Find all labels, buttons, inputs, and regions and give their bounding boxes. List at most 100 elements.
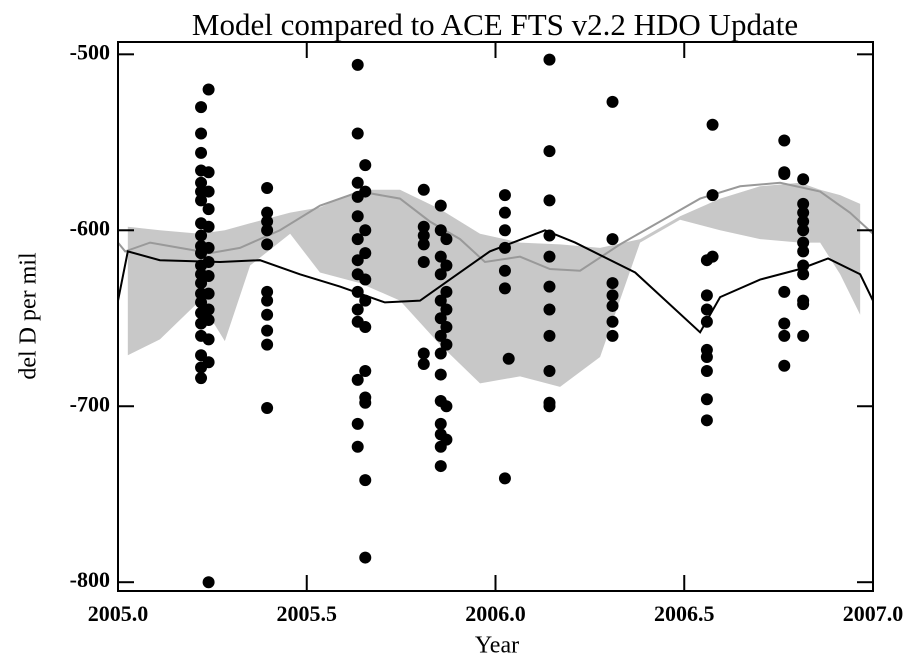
observation-point <box>700 289 713 302</box>
observation-point <box>417 238 430 251</box>
observation-point <box>502 352 515 365</box>
observation-point <box>359 159 372 172</box>
observation-point <box>195 146 208 159</box>
observation-point <box>261 294 274 307</box>
observation-point <box>359 185 372 198</box>
observation-point <box>543 229 556 242</box>
y-tick-label: -500 <box>70 39 110 64</box>
observation-point <box>359 294 372 307</box>
observation-point <box>359 247 372 260</box>
observation-point <box>440 321 453 334</box>
x-tick-label: 2005.0 <box>88 601 149 626</box>
observation-point <box>359 273 372 286</box>
observation-point <box>606 277 619 290</box>
observation-point <box>202 314 215 327</box>
observation-point <box>797 245 810 258</box>
observation-point <box>543 396 556 409</box>
observation-point <box>778 317 791 330</box>
observation-point <box>797 224 810 237</box>
observation-point <box>797 215 810 228</box>
observation-point <box>543 53 556 66</box>
observation-point <box>351 285 364 298</box>
observation-point <box>261 338 274 351</box>
x-tick-label: 2005.5 <box>277 601 338 626</box>
observation-point <box>778 359 791 372</box>
y-tick-label: -700 <box>70 391 110 416</box>
observation-point <box>359 224 372 237</box>
observation-point <box>261 182 274 195</box>
observation-point <box>797 173 810 186</box>
observation-point <box>351 440 364 453</box>
observation-point <box>797 236 810 249</box>
observation-point <box>202 270 215 283</box>
observation-point <box>434 347 447 360</box>
observation-point <box>261 285 274 298</box>
observation-point <box>706 250 719 263</box>
observation-point <box>434 460 447 473</box>
y-tick-label: -800 <box>70 567 110 592</box>
observation-point <box>797 298 810 311</box>
observation-point <box>778 167 791 180</box>
model-range-band <box>127 182 861 387</box>
observation-point <box>195 176 208 189</box>
observation-point <box>261 308 274 321</box>
observation-point <box>202 220 215 233</box>
x-tick-label: 2006.0 <box>465 601 526 626</box>
y-axis-label: del D per mil <box>16 252 42 380</box>
observation-point <box>606 299 619 312</box>
observation-point <box>700 365 713 378</box>
observation-point <box>706 118 719 131</box>
observation-point <box>351 176 364 189</box>
observation-point <box>202 333 215 346</box>
observation-point <box>797 268 810 281</box>
observation-point <box>543 329 556 342</box>
observation-point <box>440 400 453 413</box>
observation-point <box>351 58 364 71</box>
chart-title: Model compared to ACE FTS v2.2 HDO Updat… <box>192 7 798 42</box>
observation-point <box>700 315 713 328</box>
observation-point <box>700 350 713 363</box>
x-tick-label: 2007.0 <box>843 601 904 626</box>
observation-point <box>700 303 713 316</box>
observation-point <box>351 417 364 430</box>
observation-point <box>434 329 447 342</box>
observation-point <box>434 417 447 430</box>
observation-point <box>202 303 215 316</box>
observation-point <box>543 303 556 316</box>
observation-point <box>797 206 810 219</box>
observation-point <box>202 241 215 254</box>
observation-point <box>202 166 215 179</box>
observation-point <box>195 349 208 362</box>
observation-point <box>417 358 430 371</box>
observation-point <box>498 206 511 219</box>
observation-point <box>417 255 430 268</box>
observation-point <box>351 373 364 386</box>
observation-point <box>440 303 453 316</box>
observation-point <box>606 289 619 302</box>
observation-point <box>351 303 364 316</box>
observation-point <box>359 551 372 564</box>
observation-point <box>778 285 791 298</box>
observation-point <box>543 145 556 158</box>
observation-point <box>440 433 453 446</box>
observation-point <box>261 402 274 414</box>
observation-point <box>778 134 791 147</box>
observation-point <box>434 368 447 381</box>
observation-point <box>543 365 556 378</box>
observation-point <box>797 197 810 210</box>
observation-point <box>195 127 208 140</box>
observation-point <box>434 268 447 281</box>
observation-point <box>706 189 719 202</box>
observation-point <box>440 285 453 298</box>
observation-point <box>417 183 430 196</box>
y-tick-label: -600 <box>70 215 110 240</box>
observation-point <box>417 229 430 242</box>
observation-point <box>434 224 447 237</box>
observation-point <box>543 194 556 207</box>
observation-point <box>606 315 619 328</box>
observation-point <box>202 287 215 300</box>
observation-point <box>202 576 215 589</box>
observation-point <box>434 312 447 325</box>
observation-point <box>202 255 215 268</box>
